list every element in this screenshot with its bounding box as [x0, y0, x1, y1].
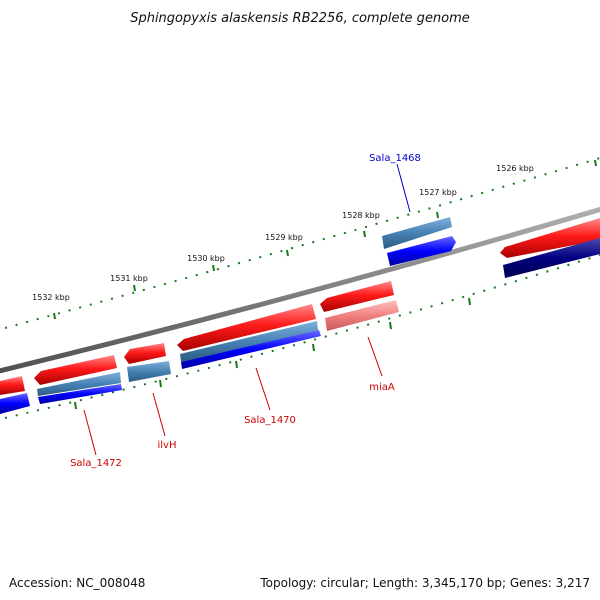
forward-strand-genes — [0, 281, 399, 395]
reverse-strand-genes — [382, 217, 456, 266]
gene-sala-1468-steel — [382, 217, 452, 249]
tick-label-1527: 1527 kbp — [419, 188, 457, 197]
gene-sala-1472-red — [34, 355, 117, 385]
tick-label-1526: 1526 kbp — [496, 164, 534, 173]
callout-ilvh — [152, 392, 166, 437]
tick-1532 — [53, 312, 56, 320]
tick-label-1528: 1528 kbp — [342, 211, 380, 220]
tick-1530 — [212, 264, 215, 272]
tick-label-1531: 1531 kbp — [110, 274, 148, 283]
map-title: Sphingopyxis alaskensis RB2256, complete… — [130, 11, 470, 26]
tick-labels: 1526 kbp 1527 kbp 1528 kbp 1529 kbp 1530… — [32, 164, 534, 302]
tick-1526 — [594, 159, 597, 167]
label-callouts — [83, 163, 411, 456]
label-sala-1470: Sala_1470 — [244, 415, 296, 426]
tick-1527 — [436, 211, 439, 219]
callout-sala-1468 — [396, 163, 411, 213]
callout-miaA — [367, 336, 383, 377]
gene-right-red — [500, 218, 600, 258]
tick-label-1530: 1530 kbp — [187, 254, 225, 263]
gene-labels: Sala_1468 miaA Sala_1470 ilvH Sala_1472 — [70, 153, 421, 469]
tick-label-1529: 1529 kbp — [265, 233, 303, 242]
label-ilvh: ilvH — [158, 440, 177, 451]
callout-sala-1470 — [255, 367, 271, 411]
tick-1528 — [363, 230, 366, 238]
genome-summary-text: Topology: circular; Length: 3,345,170 bp… — [259, 576, 590, 590]
callout-sala-1472 — [83, 409, 97, 456]
gene-miaA-pink — [325, 300, 399, 331]
gene-sala-1472-steel — [37, 372, 121, 396]
gene-sala-1472-blue — [38, 384, 122, 404]
outer-tick-ring — [4, 157, 600, 329]
tick-1529 — [286, 249, 289, 257]
gene-sala-1470-steel — [180, 321, 318, 362]
genome-backbone — [0, 206, 600, 374]
inner-tick-ring — [4, 254, 600, 419]
gene-sala-1470-red — [177, 304, 316, 351]
gene-ilvh-red — [124, 343, 166, 364]
label-sala-1472: Sala_1472 — [70, 458, 122, 469]
label-sala-1468: Sala_1468 — [369, 153, 421, 164]
gene-sala-1468 — [387, 236, 456, 266]
gene-left-blue — [0, 393, 30, 414]
tick-1531 — [133, 284, 136, 292]
accession-text: Accession: NC_008048 — [9, 576, 145, 590]
gene-ilvh-steel — [127, 361, 171, 382]
tick-label-1532: 1532 kbp — [32, 293, 70, 302]
forward-genes-right — [500, 218, 600, 278]
gene-right-navy — [503, 238, 600, 278]
gene-left-red — [0, 376, 25, 395]
reverse-strand-inner — [0, 321, 321, 414]
gene-miaA-red — [320, 281, 394, 312]
label-miaA: miaA — [369, 382, 395, 393]
gene-sala-1470-blue — [181, 330, 321, 369]
